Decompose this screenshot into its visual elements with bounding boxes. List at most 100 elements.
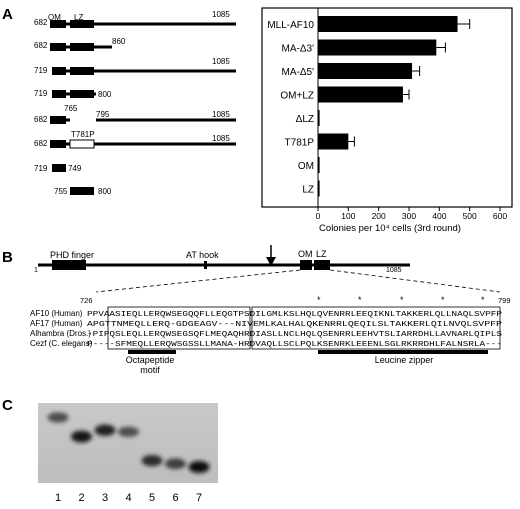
row4-om-box (52, 90, 66, 98)
row3-om-box (52, 67, 66, 75)
heptad-star: * (358, 295, 362, 305)
row7-end: 749 (68, 164, 82, 173)
fusion-arrow-icon (266, 257, 276, 266)
row3-start: 719 (34, 66, 48, 75)
sequence-row: APGTTNMEQLLERQ-GDGEAGV---NIVEMLKALHALQKE… (87, 321, 502, 329)
row4-lz-box (70, 90, 94, 98)
row3-lz-box (70, 67, 94, 75)
bar (318, 157, 320, 173)
category-label: OM+LZ (280, 91, 314, 102)
row2-start: 682 (34, 41, 48, 50)
blot-bands (47, 412, 210, 473)
row1-lz-box (70, 20, 94, 28)
species-name: Cezf (C. elegans) (30, 339, 93, 348)
row8-lz-box (70, 187, 94, 195)
row4-start: 719 (34, 89, 48, 98)
bar (318, 39, 437, 56)
panel-b-label: B (2, 249, 13, 266)
species-name: Alhambra (Dros.) (30, 329, 91, 338)
x-tick-label: 600 (493, 211, 507, 221)
panel-a-constructs: OM LZ 682 1085 682 860 719 1085 719 800 … (34, 10, 236, 196)
heptad-star: * (441, 295, 445, 305)
leucine-zipper-box (251, 306, 501, 350)
row1-om-box (50, 20, 66, 28)
motif-label: motif (140, 365, 160, 375)
row5-end: 1085 (212, 110, 230, 119)
row2-om-box (50, 43, 66, 51)
x-tick-label: 300 (402, 211, 416, 221)
protein-band (71, 430, 92, 443)
lane-label: 6 (172, 492, 178, 504)
om-domain-box (300, 260, 312, 270)
at-hook-label: AT hook (186, 250, 219, 260)
row1-start: 682 (34, 18, 48, 27)
panel-c-label: C (2, 397, 13, 414)
category-label: ΔLZ (296, 114, 314, 125)
phd-finger-label: PHD finger (50, 250, 94, 260)
octapeptide-label: Octapeptide (126, 355, 175, 365)
protein-band (118, 426, 139, 437)
row4-end: 800 (98, 90, 112, 99)
chart-bars (317, 8, 471, 207)
category-label: MA-Δ3' (282, 44, 315, 55)
sequence-alignment: 726 799 * * * * * AF10 (Human) AF17 (Hum… (30, 295, 511, 375)
row3-end: 1085 (212, 57, 230, 66)
row5-om-box (50, 116, 66, 124)
species-name: AF17 (Human) (30, 319, 83, 328)
leucine-zipper-label: Leucine zipper (375, 355, 434, 365)
colony-bar-chart: MLL-AF10 MA-Δ3' MA-Δ5' OM+LZ ΔLZ T781P OM LZ 0 1… (261, 7, 513, 234)
protein-band (47, 412, 69, 423)
row7-start: 719 (34, 164, 48, 173)
sequence-row: -PIPQSLEQLLERQWSEGSQFLMEQAQHRDIASLLNCLHQ… (87, 331, 502, 339)
lane-label: 1 (55, 492, 61, 504)
row6-start: 682 (34, 139, 48, 148)
row6-mut-label: T781P (71, 130, 95, 139)
bar (318, 133, 349, 150)
row7-om-box (52, 164, 66, 172)
af10-start-label: 1 (34, 267, 38, 274)
species-name: AF10 (Human) (30, 309, 83, 318)
protein-band (188, 461, 210, 473)
lane-label: 5 (149, 492, 155, 504)
protein-band (141, 455, 163, 467)
category-label: T781P (285, 138, 315, 149)
lane-label: 3 (102, 492, 108, 504)
lane-label: 7 (196, 492, 202, 504)
x-tick-label: 200 (372, 211, 386, 221)
chart-x-axis-label: Colonies per 10⁴ cells (3rd round) (319, 223, 461, 234)
category-label: OM (298, 161, 314, 172)
af10-end-label: 1085 (386, 267, 402, 274)
x-tick-label: 100 (341, 211, 355, 221)
zoom-line-left (95, 269, 301, 293)
lz-domain-label: LZ (316, 249, 327, 259)
protein-band (165, 458, 186, 470)
lz-header: LZ (74, 13, 83, 22)
category-label: LZ (302, 185, 314, 196)
protein-band (94, 424, 116, 436)
lane-label: 4 (125, 492, 131, 504)
om-domain-label: OM (298, 249, 313, 259)
category-label: MA-Δ5' (282, 67, 315, 78)
row5-795: 795 (96, 110, 110, 119)
western-blot: 1 2 3 4 5 6 7 (38, 403, 218, 504)
octapeptide-box (107, 306, 251, 350)
bar (318, 63, 413, 79)
x-tick-label: 400 (432, 211, 446, 221)
chart-frame (261, 7, 513, 208)
bar (318, 86, 403, 103)
row6-end: 1085 (212, 134, 230, 143)
heptad-star: * (481, 295, 485, 305)
heptad-star: * (400, 295, 404, 305)
category-label: MLL-AF10 (267, 20, 314, 31)
chart-x-ticks: 0 100 200 300 400 500 600 (316, 207, 507, 221)
row6-om-box (50, 140, 66, 148)
row5-765: 765 (64, 104, 78, 113)
row2-lz-box (70, 43, 94, 51)
x-tick-label: 500 (463, 211, 477, 221)
row6-lz-open-box (69, 139, 95, 149)
zoom-line-right (329, 269, 501, 293)
heptad-star: * (317, 295, 321, 305)
lane-label: 2 (78, 492, 84, 504)
leucine-zipper-bar (318, 350, 488, 354)
